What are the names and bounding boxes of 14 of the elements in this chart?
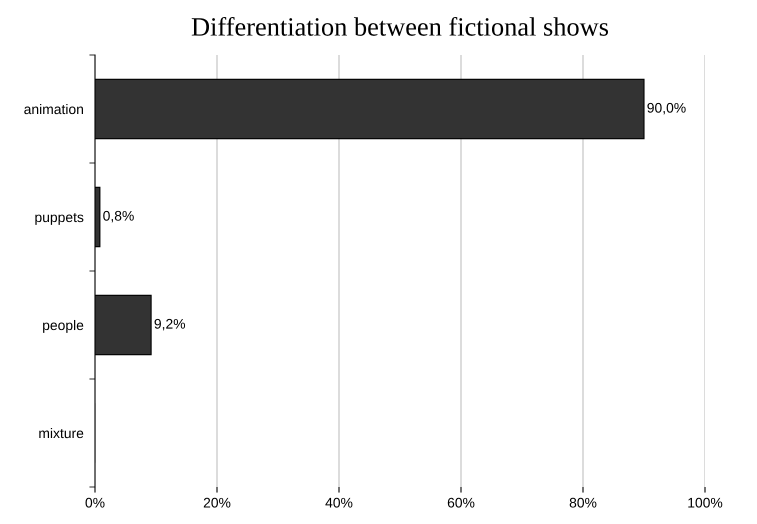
y-tick-label: animation [24, 104, 83, 114]
y-tick-label: people [43, 320, 84, 333]
x-tick-label: 20% [204, 498, 230, 508]
data-label: 90,0% [647, 102, 686, 114]
y-tick-label: puppets [35, 213, 84, 225]
data-label: 0,8% [103, 210, 134, 222]
x-tick-label: 40% [325, 498, 352, 508]
data-label: 9,2% [154, 318, 186, 330]
y-tick-label: mixture [39, 428, 84, 438]
x-tick-label: 100% [688, 498, 722, 508]
x-tick-label: 60% [448, 498, 474, 508]
x-tick-label: 0% [86, 498, 105, 508]
chart-title: Differentiation between fictional shows [192, 16, 608, 36]
x-tick-label: 80% [570, 498, 596, 508]
